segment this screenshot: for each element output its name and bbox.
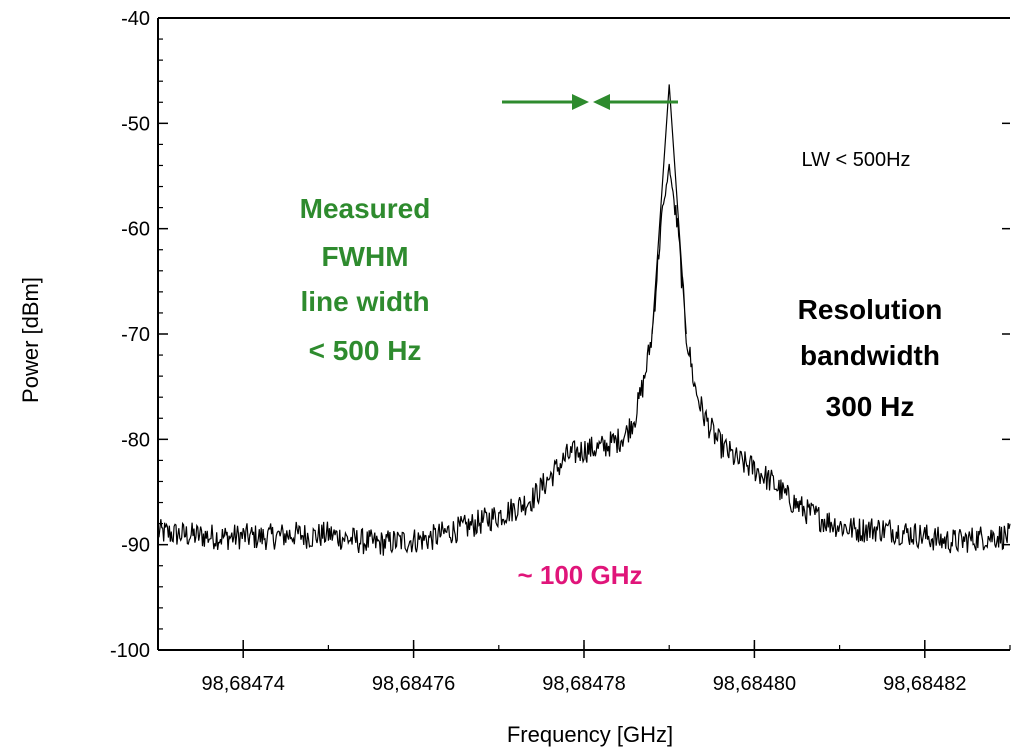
spacing-label: ~ 100 GHz <box>517 560 642 590</box>
x-tick-label: 98,68474 <box>201 673 284 695</box>
resolution-label-line-2: bandwidth <box>800 340 940 371</box>
fwhm-label-line-1: Measured <box>300 193 431 224</box>
plot-area <box>157 84 1011 556</box>
axes <box>157 17 1010 651</box>
fwhm-label-line-2: FWHM <box>321 241 408 272</box>
y-tick-label: -100 <box>110 640 150 662</box>
y-tick-label: -90 <box>121 535 150 557</box>
resolution-label-line-3: 300 Hz <box>826 391 915 422</box>
resolution-label-line-1: Resolution <box>798 294 943 325</box>
lw-label: LW < 500Hz <box>801 149 910 171</box>
y-tick-label: -60 <box>121 219 150 241</box>
series-line-power <box>157 84 1011 556</box>
fwhm-arrow-left-head <box>572 94 589 110</box>
y-tick-label: -80 <box>121 429 150 451</box>
y-axis-title: Power [dBm] <box>18 277 43 403</box>
x-tick-label: 98,68476 <box>372 673 455 695</box>
x-tick-label: 98,68480 <box>713 673 796 695</box>
y-tick-label: -70 <box>121 324 150 346</box>
y-tick-label: -40 <box>121 8 150 30</box>
x-tick-label: 98,68482 <box>883 673 966 695</box>
annotations: Measured FWHM line width < 500 Hz LW < 5… <box>300 94 943 590</box>
y-tick-label: -50 <box>121 113 150 135</box>
x-axis-title: Frequency [GHz] <box>507 722 673 747</box>
ticks: -100 -90 -80 -70 -60 -50 -40 98,68474 98,68476 98… <box>110 8 1011 695</box>
fwhm-arrow-right-head <box>593 94 610 110</box>
x-tick-label: 98,68478 <box>542 673 625 695</box>
fwhm-label-line-3: line width <box>300 286 429 317</box>
fwhm-label-line-4: < 500 Hz <box>309 335 422 366</box>
